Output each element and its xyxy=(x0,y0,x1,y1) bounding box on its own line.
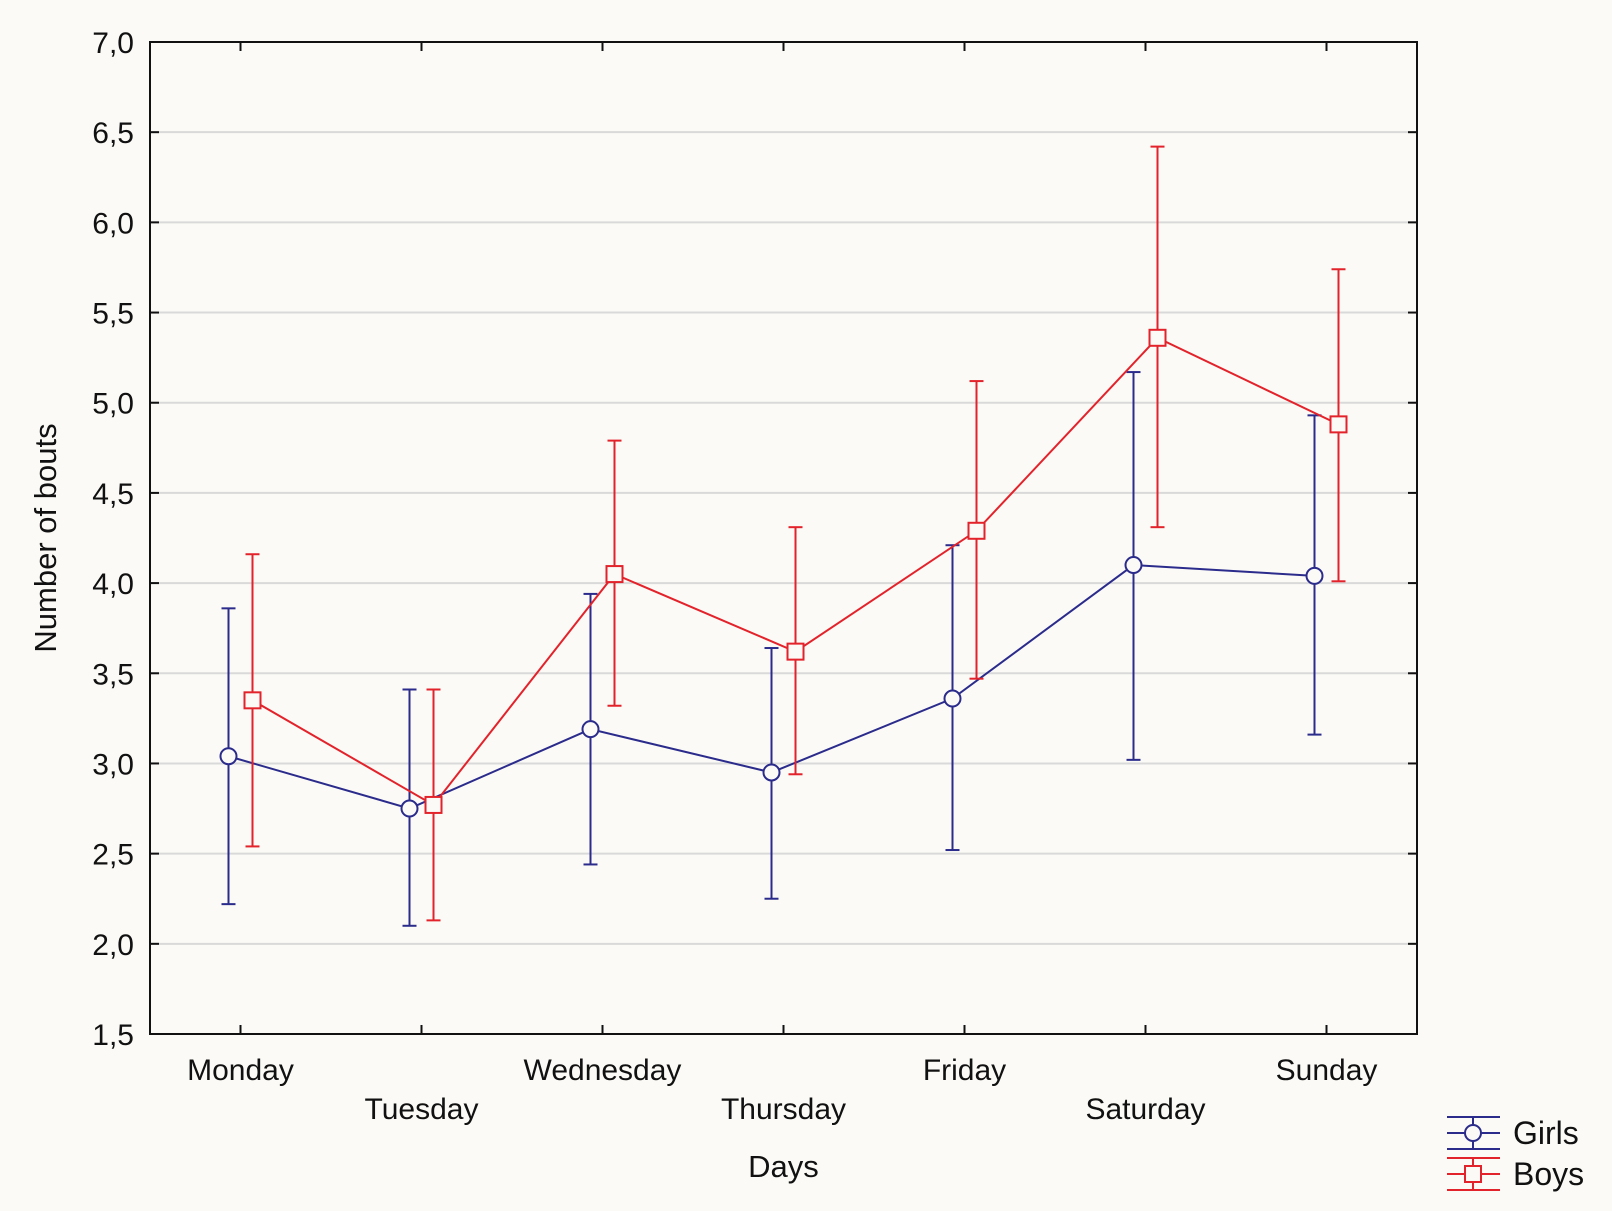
data-point xyxy=(219,747,238,766)
y-tick-label: 5,5 xyxy=(92,298,134,331)
y-axis: 7,0 6,5 6,0 5,5 5,0 4,5 4,0 3,5 3,0 2,5 2,0 1,5 xyxy=(92,27,1417,1052)
data-point xyxy=(605,565,624,584)
data-point xyxy=(943,689,962,708)
data-point xyxy=(243,691,262,710)
x-axis-title: Days xyxy=(748,1149,819,1184)
y-tick-label: 2,5 xyxy=(92,839,134,872)
data-point xyxy=(1305,566,1324,585)
legend: Girls Boys xyxy=(1447,1115,1584,1192)
legend-marker xyxy=(1464,1165,1482,1183)
legend-item-boys: Boys xyxy=(1447,1156,1584,1192)
series-boys xyxy=(243,145,1348,922)
y-tick-label: 4,5 xyxy=(92,478,134,511)
data-point xyxy=(967,521,986,540)
legend-label: Girls xyxy=(1513,1115,1579,1151)
data-point xyxy=(400,799,419,818)
x-axis: Monday Tuesday Wednesday Thursday Friday Satu… xyxy=(187,42,1377,1126)
y-axis-title: Number of bouts xyxy=(28,423,63,652)
data-point xyxy=(424,795,443,814)
legend-item-girls: Girls xyxy=(1447,1115,1579,1151)
series-girls xyxy=(219,371,1324,927)
y-tick-label: 3,0 xyxy=(92,748,134,781)
x-tick-label: Friday xyxy=(923,1054,1006,1087)
plot-area xyxy=(149,41,1418,1035)
series-layer xyxy=(219,145,1348,927)
data-point xyxy=(762,763,781,782)
data-point xyxy=(1329,415,1348,434)
x-tick-label: Monday xyxy=(187,1054,294,1087)
y-tick-label: 3,5 xyxy=(92,658,134,691)
y-tick-label: 6,0 xyxy=(92,207,134,240)
y-tick-label: 4,0 xyxy=(92,568,134,601)
data-point xyxy=(786,642,805,661)
gridlines xyxy=(150,131,1417,945)
y-tick-label: 5,0 xyxy=(92,388,134,421)
y-tick-label: 1,5 xyxy=(92,1019,134,1052)
legend-marker xyxy=(1464,1124,1482,1142)
y-tick-label: 2,0 xyxy=(92,929,134,962)
data-point xyxy=(1148,328,1167,347)
data-point xyxy=(1124,556,1143,575)
x-tick-label: Thursday xyxy=(721,1093,846,1126)
x-tick-label: Sunday xyxy=(1276,1054,1378,1087)
x-tick-label: Saturday xyxy=(1085,1093,1205,1126)
x-tick-label: Tuesday xyxy=(365,1093,479,1126)
legend-label: Boys xyxy=(1513,1156,1584,1192)
y-tick-label: 7,0 xyxy=(92,27,134,60)
x-tick-label: Wednesday xyxy=(524,1054,682,1087)
y-tick-label: 6,5 xyxy=(92,117,134,150)
data-point xyxy=(581,720,600,739)
